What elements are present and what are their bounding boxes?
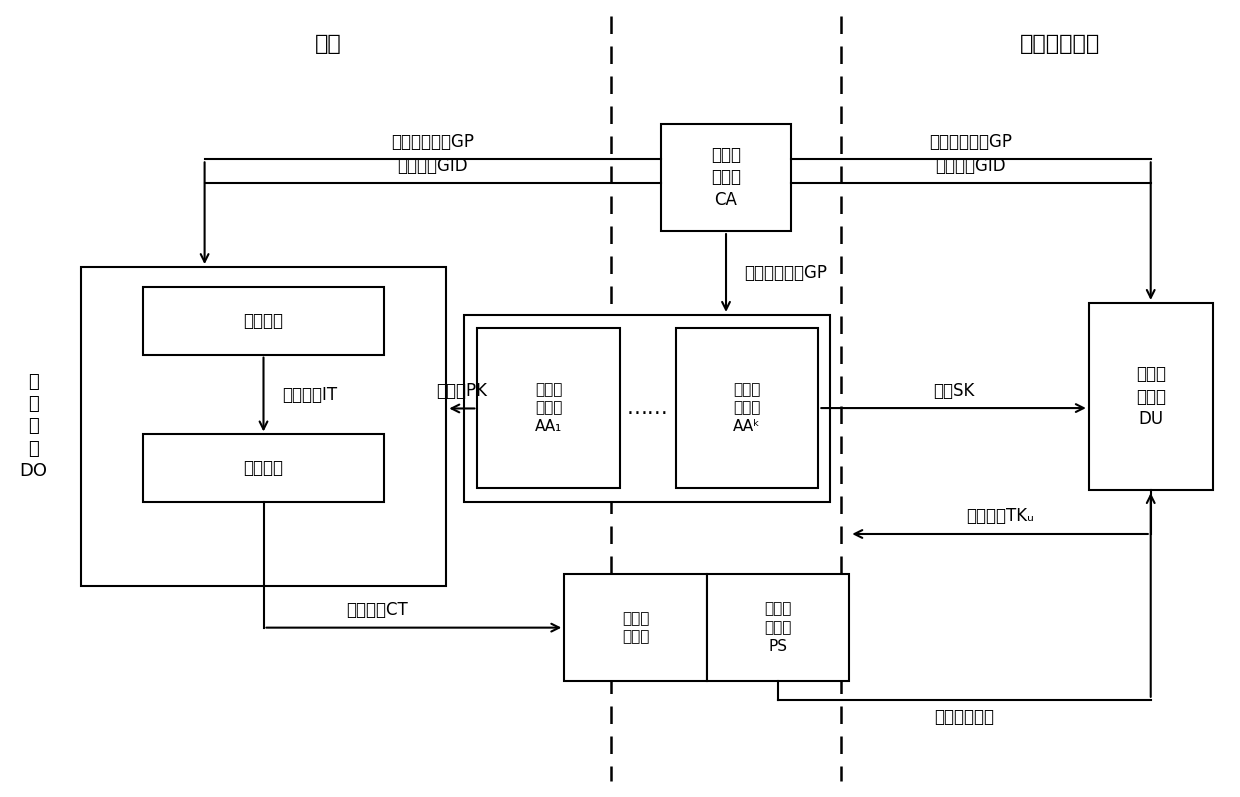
Text: 私钥SK: 私钥SK	[932, 382, 975, 399]
Text: 属性授
权机构
AA₁: 属性授 权机构 AA₁	[534, 382, 563, 434]
Text: 部分解密密文: 部分解密密文	[935, 709, 994, 726]
Text: 云代理
服务器
PS: 云代理 服务器 PS	[764, 602, 792, 654]
Bar	[477, 328, 620, 488]
Text: 系统公开参数GP: 系统公开参数GP	[392, 133, 474, 151]
Bar	[564, 574, 707, 681]
Text: 中间密文IT: 中间密文IT	[283, 386, 337, 403]
Text: 数据访
问用户
DU: 数据访 问用户 DU	[1136, 365, 1166, 428]
Text: 属性授
权机构
AAᵏ: 属性授 权机构 AAᵏ	[733, 382, 761, 434]
Text: 数
据
属
主
DO: 数 据 属 主 DO	[20, 373, 47, 480]
Text: ……: ……	[627, 398, 668, 418]
Bar	[676, 328, 818, 488]
Text: 在线加密: 在线加密	[243, 459, 284, 477]
Text: 唯一标识GID: 唯一标识GID	[398, 157, 467, 175]
Bar	[143, 287, 384, 355]
Bar	[143, 434, 384, 502]
Text: 人机交互系统: 人机交互系统	[1021, 33, 1100, 54]
Text: 离线加密: 离线加密	[243, 312, 284, 330]
Text: 云存储
服务器: 云存储 服务器	[621, 611, 650, 645]
Bar	[661, 124, 791, 231]
Text: 终端: 终端	[315, 33, 342, 54]
Text: 转换密钥TKᵤ: 转换密钥TKᵤ	[966, 508, 1034, 525]
Bar	[81, 267, 446, 586]
Text: 主公钥PK: 主公钥PK	[436, 382, 487, 400]
Text: 系统公开参数GP: 系统公开参数GP	[744, 264, 827, 282]
Text: 中央授
权机构
CA: 中央授 权机构 CA	[711, 146, 742, 209]
Text: 唯一标识GID: 唯一标识GID	[936, 157, 1006, 175]
Text: 系统公开参数GP: 系统公开参数GP	[930, 133, 1012, 151]
Bar	[464, 315, 830, 502]
Text: 完整密文CT: 完整密文CT	[346, 601, 408, 619]
Bar	[1089, 303, 1213, 490]
Bar	[707, 574, 849, 681]
